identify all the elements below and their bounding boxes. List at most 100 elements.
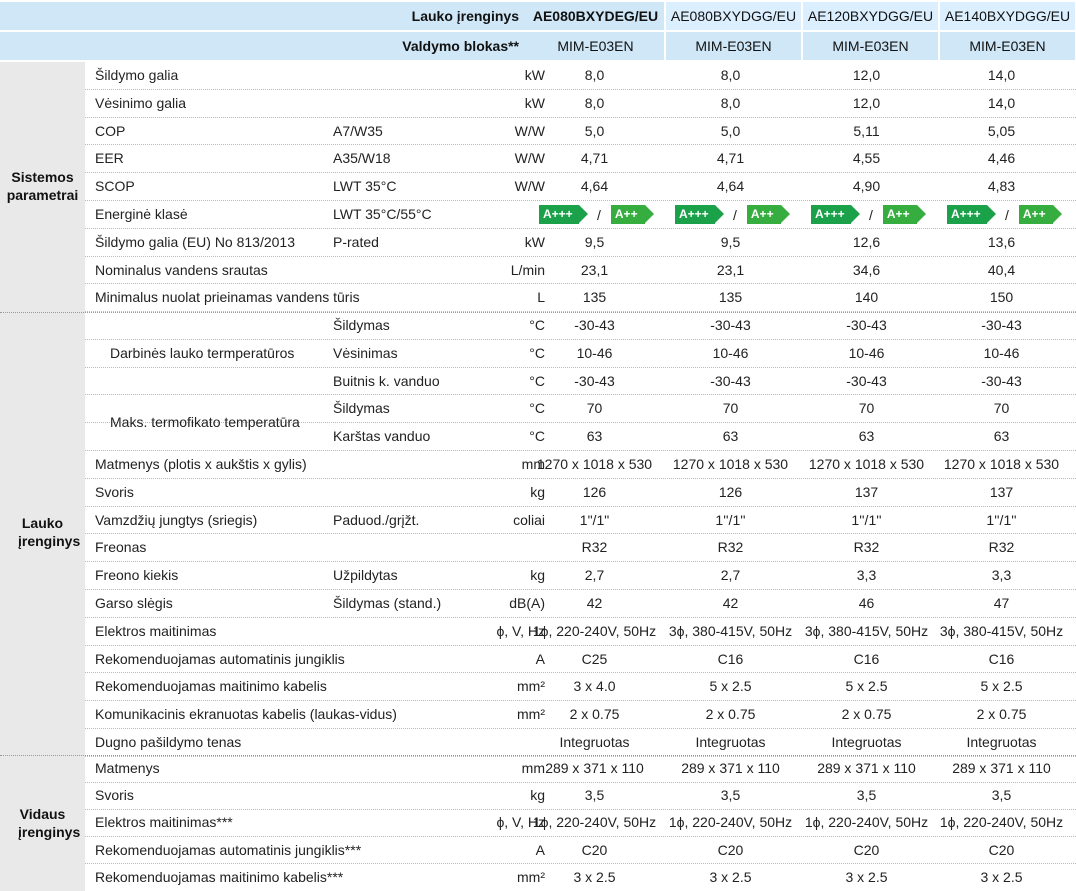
- value-cell: 10-46: [576, 344, 613, 361]
- value-cell: 3ϕ, 380-415V, 50Hz: [668, 622, 793, 639]
- control-cell: MIM-E03EN: [938, 32, 1075, 60]
- value-cell: 1''/1'': [851, 511, 882, 528]
- table-row: Elektros maitinimas ϕ, V, Hz 1ϕ, 220-240V,…: [85, 618, 1076, 646]
- value-cell: Integruotas: [966, 734, 1037, 750]
- energy-arrow-icon: A++: [746, 205, 790, 224]
- value-cell: 63: [722, 428, 739, 445]
- value-cell: 1ϕ, 220-240V, 50Hz: [532, 814, 657, 831]
- value-cell: -30-43: [846, 372, 887, 389]
- energy-arrow-icon: A++: [1018, 205, 1062, 224]
- control-cell: MIM-E03EN: [527, 32, 664, 60]
- value-cell: 4,71: [580, 150, 609, 167]
- table-row: Šildymas °C 70 70 70 70: [85, 395, 1076, 424]
- value-cell: 140: [854, 289, 879, 306]
- value-cell: 135: [718, 289, 743, 306]
- header-model-row: Lauko įrenginys AE080BXYDEG/EU AE080BXYD…: [0, 2, 1075, 30]
- value-cell: -30-43: [574, 372, 615, 389]
- value-cell: 289 x 371 x 110: [817, 760, 916, 776]
- row-condition: A7/W35: [333, 122, 383, 139]
- energy-arrow-icon: A++: [882, 205, 926, 224]
- row-unit: A: [535, 650, 545, 667]
- row-name: Elektros maitinimas***: [95, 814, 233, 831]
- value-cell: 8,0: [720, 94, 741, 111]
- row-unit: °C: [529, 428, 545, 445]
- row-unit: °C: [529, 372, 545, 389]
- control-unit-label: Valdymo blokas**: [0, 32, 527, 60]
- value-cell: -30-43: [981, 372, 1022, 389]
- row-unit: W/W: [514, 150, 545, 167]
- table-row: Vėsinimas °C 10-46 10-46 10-46 10-46: [85, 340, 1076, 368]
- value-cell: 10-46: [848, 344, 885, 361]
- section-divider: [0, 755, 1076, 756]
- row-unit: L/min: [510, 261, 545, 278]
- value-cell: -30-43: [710, 317, 751, 333]
- value-cell: 2 x 0.75: [976, 706, 1027, 723]
- max-temp-group-label: Maks. termofikato temperatūra: [110, 414, 300, 430]
- value-cell: 4,83: [987, 178, 1016, 195]
- table-row: Garso slėgis Šildymas (stand.) dB(A) 42 42 46…: [85, 590, 1076, 618]
- table-row: Energinė klasė LWT 35°C/55°C A+++ / A++ A+++ /…: [85, 201, 1076, 229]
- row-condition: P-rated: [333, 233, 379, 250]
- value-cell: 5,11: [853, 122, 880, 139]
- row-unit: dB(A): [509, 595, 545, 611]
- value-cell: Integruotas: [831, 734, 902, 750]
- row-unit: mm²: [517, 706, 545, 723]
- value-cell: 2 x 0.75: [841, 706, 892, 723]
- row-name: COP: [95, 122, 126, 139]
- row-condition: Paduod./grįžt.: [333, 511, 420, 528]
- value-cell: 5,05: [987, 122, 1016, 139]
- value-cell: 150: [989, 289, 1014, 306]
- value-cell: 289 x 371 x 110: [545, 760, 644, 776]
- row-unit: kg: [530, 567, 545, 584]
- value-cell: 137: [854, 483, 879, 500]
- value-cell: 23,1: [716, 261, 745, 278]
- value-cell: 70: [858, 400, 875, 417]
- control-cell: MIM-E03EN: [801, 32, 938, 60]
- row-name: Garso slėgis: [95, 595, 173, 611]
- table-row: EER A35/W18 W/W 4,71 4,71 4,55 4,46: [85, 145, 1076, 174]
- value-cell: 1ϕ, 220-240V, 50Hz: [804, 814, 929, 831]
- value-cell: 47: [993, 595, 1010, 611]
- value-cell: 2,7: [720, 567, 741, 584]
- outdoor-unit-label: Lauko įrenginys: [0, 2, 527, 30]
- value-cell: 4,71: [716, 150, 745, 167]
- table-row: Šildymo galia (EU) No 813/2013 P-rated kW 9…: [85, 229, 1076, 257]
- value-cell: 14,0: [987, 67, 1016, 83]
- value-cell: 1ϕ, 220-240V, 50Hz: [668, 814, 793, 831]
- energy-class-badge: A+++ / A++: [947, 205, 1062, 224]
- row-name: Minimalus nuolat prieinamas vandens tūri…: [95, 289, 360, 306]
- value-cell: 10-46: [983, 344, 1020, 361]
- row-name: Freono kiekis: [95, 567, 179, 584]
- table-row: Svoris kg 3,5 3,5 3,5 3,5: [85, 782, 1076, 810]
- energy-arrow-icon: A+++: [947, 205, 996, 224]
- value-cell: 1''/1'': [715, 511, 746, 528]
- value-cell: 1''/1'': [986, 511, 1017, 528]
- value-cell: C20: [988, 841, 1015, 858]
- row-name: Vėsinimo galia: [95, 94, 187, 111]
- value-cell: 12,0: [852, 67, 881, 83]
- value-cell: -30-43: [710, 372, 751, 389]
- row-condition: Vėsinimas: [333, 344, 398, 361]
- indoor-section-label: Vidaus įrenginys: [18, 806, 81, 840]
- energy-arrow-icon: A+++: [539, 205, 588, 224]
- value-cell: 70: [722, 400, 739, 417]
- row-unit: ϕ, V, Hz: [496, 814, 545, 831]
- row-unit: kW: [524, 67, 545, 83]
- value-cell: 4,64: [716, 178, 745, 195]
- value-cell: 5,0: [720, 122, 741, 139]
- row-name: Matmenys: [95, 760, 160, 776]
- system-section-bg: [0, 62, 85, 312]
- value-cell: 1270 x 1018 x 530: [536, 456, 653, 472]
- table-row: Dugno pašildymo tenas Integruotas Integruo…: [85, 729, 1076, 757]
- row-unit: mm: [521, 760, 545, 776]
- value-cell: 3,5: [584, 787, 605, 804]
- row-condition: LWT 35°C/55°C: [333, 206, 432, 222]
- value-cell: Integruotas: [695, 734, 766, 750]
- row-name: Freonas: [95, 539, 147, 556]
- value-cell: 63: [858, 428, 875, 445]
- value-cell: 3 x 4.0: [573, 678, 616, 695]
- table-row: Freonas R32 R32 R32 R32: [85, 534, 1076, 563]
- value-cell: 12,0: [852, 94, 881, 111]
- row-unit: kg: [530, 787, 545, 804]
- value-cell: R32: [717, 539, 744, 556]
